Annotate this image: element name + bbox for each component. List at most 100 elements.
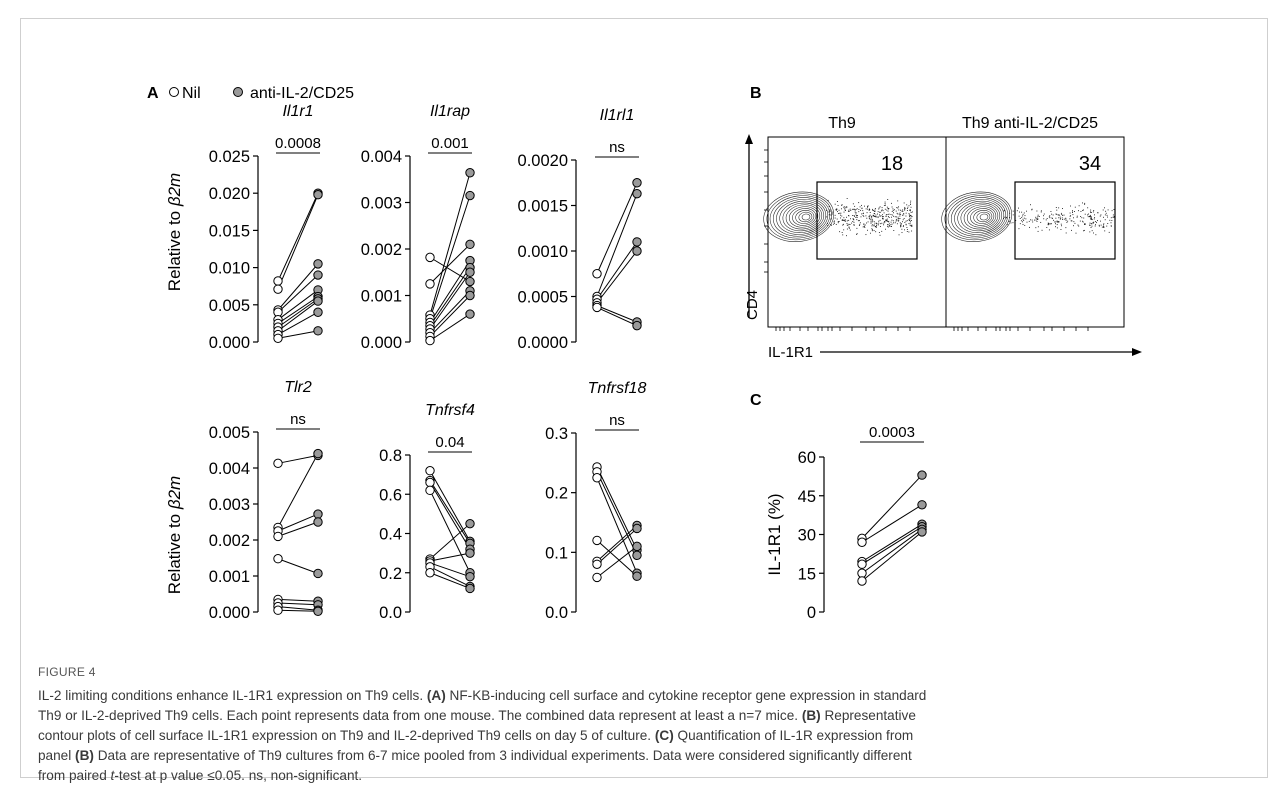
event-dot	[1026, 221, 1028, 223]
chart-tnfrsf4: 0.8 0.6 0.4 0.2 0.0 Tnfrsf4 0.04	[379, 402, 475, 622]
event-dot	[1075, 232, 1077, 234]
event-dot	[900, 225, 902, 227]
event-dot	[855, 215, 857, 217]
event-dot	[1070, 205, 1071, 207]
chart-tnfrsf4-anti-point	[465, 583, 475, 594]
event-dot	[898, 219, 900, 221]
event-dot	[842, 219, 844, 221]
event-dot	[868, 216, 870, 217]
event-dot	[858, 220, 860, 222]
event-dot	[1069, 218, 1071, 220]
contour-th9	[763, 191, 835, 242]
event-dot	[830, 223, 832, 225]
event-dot	[862, 212, 864, 214]
event-dot	[911, 216, 913, 218]
event-dot	[1080, 216, 1082, 217]
event-dot	[1100, 224, 1102, 226]
chart-tlr2-tick-label: 0.005	[209, 424, 250, 442]
event-dot	[911, 230, 913, 232]
event-dot	[1070, 220, 1072, 222]
event-dot	[835, 209, 837, 211]
chart-tlr2-tick-label: 0.004	[209, 460, 250, 478]
event-dot	[1050, 210, 1052, 212]
event-dot	[895, 210, 897, 212]
event-dot	[1083, 229, 1085, 231]
event-dot	[879, 211, 881, 213]
panel-letter-a: A	[147, 85, 159, 102]
event-dot	[858, 225, 860, 226]
chart-il1r1-nil-point	[273, 333, 283, 343]
event-dot	[1009, 220, 1011, 222]
event-dot	[846, 235, 847, 237]
event-dot	[855, 213, 857, 215]
chart-il1rl1-pair-line	[596, 305, 638, 323]
chart-tnfrsf4-nil-point	[425, 466, 435, 476]
event-dot	[870, 219, 872, 221]
event-dot	[898, 209, 900, 211]
event-dot	[834, 222, 835, 224]
chart-tlr2-tick-label: 0.003	[209, 496, 250, 514]
event-dot	[1091, 216, 1092, 218]
event-dot	[846, 206, 848, 208]
event-dot	[873, 224, 875, 226]
chart-il1r1-tick-label: 0.000	[209, 334, 250, 352]
event-dot	[909, 215, 911, 217]
event-dot	[1073, 221, 1075, 223]
event-dot	[1058, 214, 1060, 216]
event-dot	[846, 228, 848, 230]
chart-il1rap-pair-line	[429, 271, 471, 330]
event-dot	[893, 212, 894, 214]
event-dot	[1073, 217, 1074, 219]
event-dot	[885, 216, 887, 217]
event-dot	[898, 213, 900, 215]
chart-il1r1-tick-label: 0.005	[209, 297, 250, 315]
event-dot	[1021, 211, 1023, 213]
event-dot	[865, 234, 867, 236]
event-dot	[862, 210, 864, 212]
chart-il1rap: 0.004 0.003 0.002 0.001 0.000 Il1rap 0.001	[361, 103, 475, 352]
event-dot	[1092, 211, 1094, 213]
event-dot	[844, 220, 846, 222]
event-dot	[1083, 230, 1085, 232]
event-dot	[870, 217, 872, 219]
event-dot	[879, 219, 881, 221]
event-dot	[1007, 224, 1009, 226]
event-dot	[1080, 210, 1082, 212]
event-dot	[1091, 225, 1093, 227]
event-dot	[1073, 211, 1075, 212]
event-dot	[1087, 213, 1089, 215]
panel-b-flow-plots: Th9 Th9 anti-IL-2/CD25 18 34 CD4 IL-1R1	[744, 115, 1142, 361]
event-dot	[1065, 227, 1067, 229]
event-dot	[1028, 220, 1030, 222]
event-dot	[1082, 221, 1084, 223]
event-dot	[1071, 229, 1072, 231]
event-dot	[1040, 211, 1042, 213]
event-dot	[867, 205, 869, 207]
event-dot	[884, 204, 886, 206]
event-dot	[877, 216, 879, 218]
event-dot	[830, 217, 832, 219]
chart-il1rap-pair-line	[429, 243, 471, 285]
event-dot	[890, 221, 892, 223]
chart-c-anti-point	[917, 527, 927, 537]
flow-plot-th9-frame	[767, 136, 947, 328]
event-dot	[890, 214, 892, 215]
event-dot	[837, 222, 839, 224]
chart-tnfrsf4-pair-line	[429, 566, 471, 587]
chart-il1rl1: 0.0020 0.0015 0.0010 0.0005 0.0000 Il1rl1 ns	[518, 107, 642, 352]
event-dot	[1036, 219, 1038, 221]
event-dot	[846, 220, 848, 222]
event-dot	[899, 224, 901, 226]
event-dot	[877, 224, 879, 226]
event-dot	[1025, 218, 1027, 220]
event-dot	[838, 213, 839, 215]
event-dot	[895, 220, 897, 222]
contour-ring	[785, 204, 821, 230]
event-dot	[875, 216, 877, 218]
legend-nil-label: Nil	[182, 85, 201, 102]
event-dot	[872, 229, 873, 231]
chart-tnfrsf4-tick-label: 0.2	[379, 565, 402, 583]
chart-il1rl1-nil-point	[592, 269, 602, 279]
event-dot	[826, 209, 827, 211]
event-dot	[836, 208, 838, 210]
